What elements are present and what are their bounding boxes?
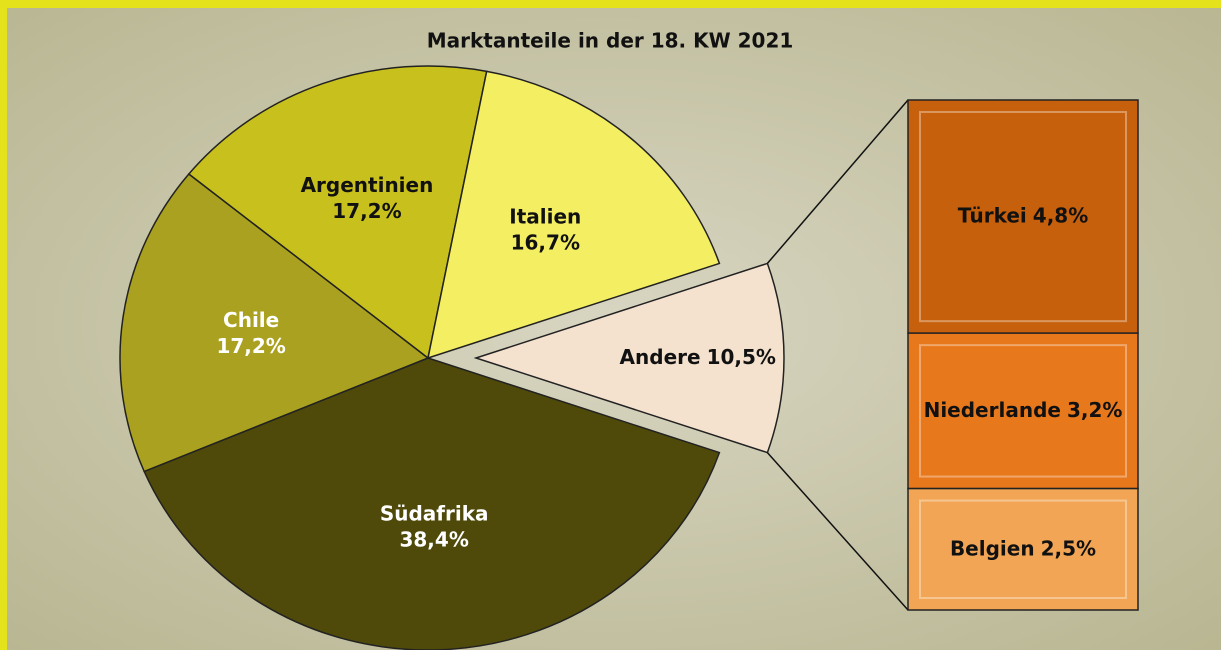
bar-bevel xyxy=(919,499,1127,600)
category-label: Südafrika xyxy=(380,501,489,525)
value-label: 3,2% xyxy=(1067,397,1122,421)
value-label: 38,4% xyxy=(399,527,468,551)
connector xyxy=(766,99,909,264)
data-label: Südafrika 38,4% xyxy=(380,501,489,551)
category-label: Belgien xyxy=(950,536,1035,560)
data-label: Chile 17,2% xyxy=(216,308,285,358)
left-border xyxy=(0,0,7,650)
chart-title: Marktanteile in der 18. KW 2021 xyxy=(427,29,794,53)
data-label: Andere 10,5% xyxy=(620,345,776,369)
value-label: 10,5% xyxy=(707,345,776,369)
bar-bevel xyxy=(919,344,1127,478)
data-label: Belgien 2,5% xyxy=(950,536,1096,560)
top-border xyxy=(0,0,1221,8)
bar xyxy=(907,99,1139,334)
category-label: Argentinien xyxy=(301,172,434,196)
value-label: 17,2% xyxy=(332,198,401,222)
value-label: 2,5% xyxy=(1041,536,1096,560)
pie-slice xyxy=(119,172,430,473)
category-label: Türkei xyxy=(958,203,1027,227)
category-label: Niederlande xyxy=(924,397,1061,421)
value-label: 16,7% xyxy=(511,230,580,254)
value-label: 17,2% xyxy=(216,334,285,358)
value-label: 4,8% xyxy=(1033,203,1088,227)
bar xyxy=(907,332,1139,490)
pie-slice xyxy=(187,65,488,360)
category-label: Italien xyxy=(509,204,581,228)
pie-slice xyxy=(427,70,721,360)
data-label: Niederlande 3,2% xyxy=(924,397,1123,421)
pie-slice xyxy=(473,262,785,454)
category-label: Chile xyxy=(223,308,279,332)
connector xyxy=(766,452,909,611)
data-label: Italien 16,7% xyxy=(509,204,581,254)
data-label: Argentinien 17,2% xyxy=(301,172,434,222)
bar-bevel xyxy=(919,111,1127,323)
data-label: Türkei 4,8% xyxy=(958,203,1089,227)
bar xyxy=(907,487,1139,611)
category-label: Andere xyxy=(620,345,701,369)
